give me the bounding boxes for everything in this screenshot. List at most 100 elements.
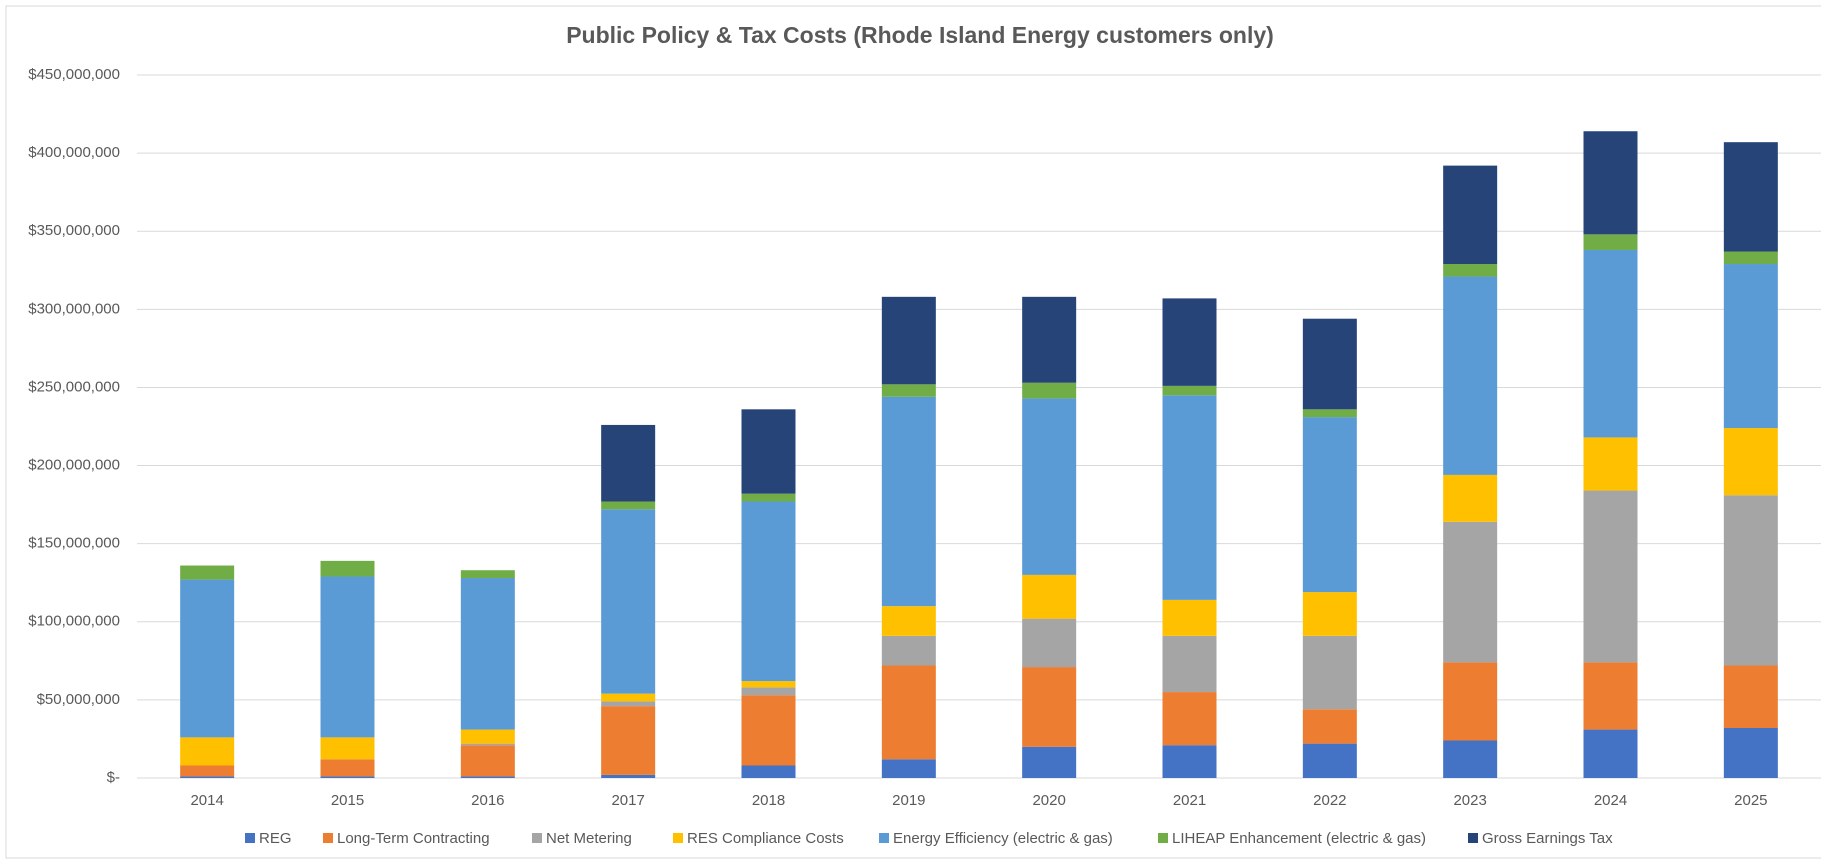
bar-segment bbox=[1302, 709, 1357, 744]
bar-segment bbox=[1022, 667, 1077, 747]
bar-segment bbox=[1162, 395, 1217, 600]
bar-segment bbox=[460, 745, 515, 777]
y-tick-label: $100,000,000 bbox=[28, 613, 120, 630]
x-tick-label: 2020 bbox=[1032, 792, 1065, 809]
bar-segment bbox=[320, 776, 375, 778]
bar-segment bbox=[741, 765, 796, 778]
bar-segment bbox=[881, 296, 936, 385]
legend-label: Net Metering bbox=[546, 830, 632, 847]
bar-segment bbox=[1583, 131, 1638, 235]
bar-segment bbox=[1443, 165, 1498, 265]
x-tick-label: 2021 bbox=[1173, 792, 1206, 809]
bar-segment bbox=[1443, 276, 1498, 475]
bar-segment bbox=[881, 606, 936, 636]
bar-segment bbox=[741, 501, 796, 682]
bar-segment bbox=[741, 409, 796, 494]
legend-swatch bbox=[323, 833, 333, 843]
bar-segment bbox=[1583, 490, 1638, 663]
bar-segment bbox=[460, 776, 515, 778]
bar-segment bbox=[1022, 382, 1077, 399]
bar-segment bbox=[1723, 428, 1778, 496]
bar-segment bbox=[601, 706, 656, 775]
bar-segment bbox=[180, 776, 235, 778]
x-tick-label: 2016 bbox=[471, 792, 504, 809]
bar-segment bbox=[1302, 417, 1357, 593]
x-tick-label: 2022 bbox=[1313, 792, 1346, 809]
bar-segment bbox=[601, 693, 656, 702]
bar-segment bbox=[741, 493, 796, 502]
legend-swatch bbox=[245, 833, 255, 843]
legend-swatch bbox=[1158, 833, 1168, 843]
bar-segment bbox=[180, 737, 235, 766]
bar-segment bbox=[1723, 264, 1778, 429]
bar-segment bbox=[1162, 745, 1217, 778]
y-tick-label: $- bbox=[107, 769, 120, 786]
bar-segment bbox=[320, 560, 375, 577]
bar-segment bbox=[601, 509, 656, 694]
bar-segment bbox=[1022, 618, 1077, 668]
bar-segment bbox=[180, 565, 235, 580]
bar-segment bbox=[1302, 592, 1357, 636]
bar-segment bbox=[1302, 409, 1357, 418]
bar-segment bbox=[460, 729, 515, 744]
y-tick-label: $250,000,000 bbox=[28, 378, 120, 395]
bar-segment bbox=[881, 384, 936, 397]
bar-segment bbox=[1443, 740, 1498, 778]
bar-segment bbox=[1162, 298, 1217, 386]
bar-segment bbox=[460, 578, 515, 730]
bar-segment bbox=[741, 687, 796, 696]
legend-swatch bbox=[532, 833, 542, 843]
bar-segment bbox=[881, 665, 936, 760]
legend-label: REG bbox=[259, 830, 292, 847]
legend-label: Energy Efficiency (electric & gas) bbox=[893, 830, 1113, 847]
x-tick-label: 2017 bbox=[611, 792, 644, 809]
bar-segment bbox=[1583, 729, 1638, 778]
bar-segment bbox=[1583, 249, 1638, 438]
y-tick-label: $200,000,000 bbox=[28, 457, 120, 474]
bar-segment bbox=[1723, 142, 1778, 252]
bar-segment bbox=[1022, 296, 1077, 383]
bar-segment bbox=[1022, 574, 1077, 619]
bar-segment bbox=[1723, 495, 1778, 666]
bar-segment bbox=[601, 424, 656, 502]
legend-label: RES Compliance Costs bbox=[687, 830, 844, 847]
bar-segment bbox=[180, 579, 235, 738]
bar-segment bbox=[460, 570, 515, 579]
bar-segment bbox=[1022, 746, 1077, 778]
bar-segment bbox=[320, 576, 375, 738]
bar-segment bbox=[1022, 398, 1077, 575]
legend-swatch bbox=[879, 833, 889, 843]
bar-segment bbox=[320, 759, 375, 777]
bar-segment bbox=[1443, 521, 1498, 663]
legend-label: Long-Term Contracting bbox=[337, 830, 490, 847]
x-tick-label: 2024 bbox=[1594, 792, 1627, 809]
bar-segment bbox=[1443, 474, 1498, 522]
legend-label: LIHEAP Enhancement (electric & gas) bbox=[1172, 830, 1426, 847]
bar-segment bbox=[180, 765, 235, 777]
x-tick-label: 2019 bbox=[892, 792, 925, 809]
x-tick-label: 2018 bbox=[752, 792, 785, 809]
bar-segment bbox=[1302, 635, 1357, 710]
bar-segment bbox=[1162, 635, 1217, 693]
bar-segment bbox=[1162, 599, 1217, 636]
bar-segment bbox=[881, 635, 936, 666]
bar-segment bbox=[1583, 234, 1638, 250]
bar-segment bbox=[1723, 251, 1778, 265]
bar-segment bbox=[741, 695, 796, 766]
bar-segment bbox=[601, 501, 656, 510]
x-tick-label: 2014 bbox=[190, 792, 223, 809]
legend-swatch bbox=[1468, 833, 1478, 843]
bar-segment bbox=[601, 701, 656, 707]
x-tick-label: 2023 bbox=[1453, 792, 1486, 809]
y-tick-label: $400,000,000 bbox=[28, 144, 120, 161]
y-tick-label: $150,000,000 bbox=[28, 535, 120, 552]
x-tick-label: 2025 bbox=[1734, 792, 1767, 809]
bar-segment bbox=[1162, 385, 1217, 396]
bar-segment bbox=[1583, 437, 1638, 491]
x-tick-label: 2015 bbox=[331, 792, 364, 809]
y-tick-label: $300,000,000 bbox=[28, 300, 120, 317]
bar-segment bbox=[1723, 665, 1778, 729]
bar-segment bbox=[1583, 662, 1638, 730]
bar-segment bbox=[1443, 662, 1498, 741]
